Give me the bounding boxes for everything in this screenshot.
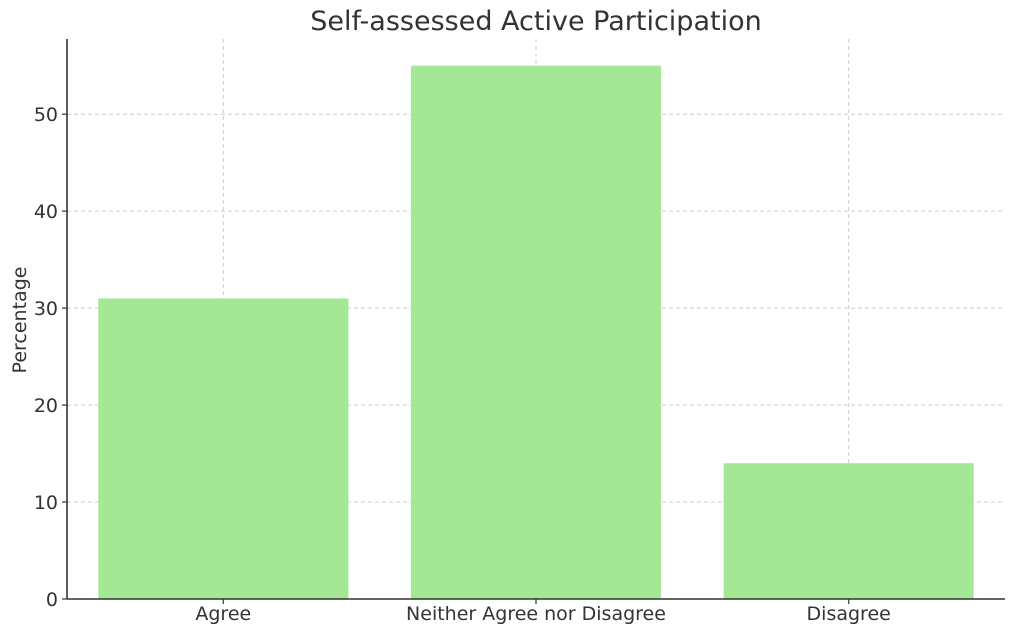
y-tick-label: 40 [34, 201, 58, 223]
y-tick-layer: 0 10 20 30 40 50 [34, 104, 67, 611]
bars-layer [98, 65, 974, 599]
y-tick-label: 50 [34, 104, 58, 126]
y-tick-label: 0 [46, 589, 58, 611]
bar-neither-agree-nor-disagree [410, 65, 661, 599]
chart-title: Self-assessed Active Participation [310, 6, 761, 37]
y-tick-label: 20 [34, 395, 58, 417]
bar-disagree [723, 463, 974, 599]
y-tick-label: 10 [34, 492, 58, 514]
x-tick-label: Disagree [807, 603, 891, 625]
x-tick-label: Neither Agree nor Disagree [406, 603, 666, 625]
y-tick-label: 30 [34, 298, 58, 320]
x-tick-label: Agree [195, 603, 251, 625]
x-tick-layer: Agree Neither Agree nor Disagree Disagree [195, 599, 891, 625]
y-axis-label: Percentage [9, 267, 31, 374]
bar-agree [98, 298, 349, 599]
